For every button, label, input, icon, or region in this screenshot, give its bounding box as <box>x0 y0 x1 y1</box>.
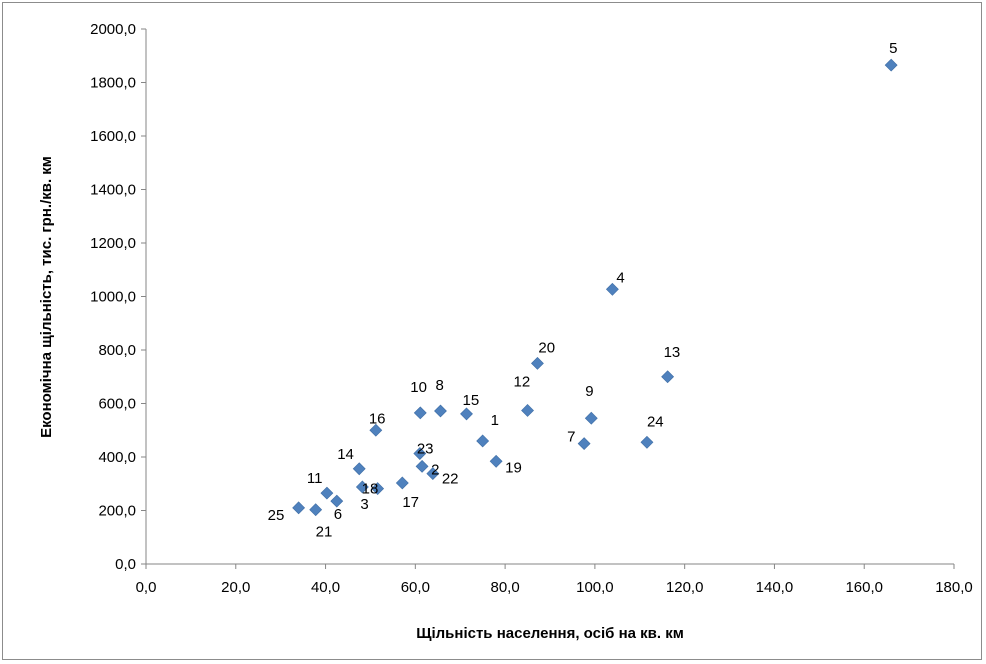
data-point-7 <box>577 437 591 451</box>
data-point-21 <box>309 503 323 517</box>
data-point-16 <box>369 423 383 437</box>
point-label-25: 25 <box>268 507 285 524</box>
data-point-20 <box>531 356 544 370</box>
x-tick-label: 0,0 <box>136 579 157 596</box>
data-point-2 <box>415 459 429 473</box>
axes <box>141 28 955 569</box>
x-tick-label: 20,0 <box>221 579 250 596</box>
data-point-4 <box>605 282 619 296</box>
y-tick-label: 2000,0 <box>90 21 136 38</box>
y-tick-label: 800,0 <box>98 342 136 359</box>
point-label-22: 22 <box>442 471 459 488</box>
data-point-17 <box>395 476 409 490</box>
point-label-23: 23 <box>417 441 434 458</box>
point-label-4: 4 <box>616 269 624 286</box>
data-point-14 <box>352 462 366 476</box>
data-point-8 <box>434 404 447 418</box>
point-label-13: 13 <box>664 344 681 361</box>
data-point-6 <box>330 494 344 508</box>
point-label-20: 20 <box>538 339 555 356</box>
y-tick-label: 1600,0 <box>90 128 136 145</box>
point-label-16: 16 <box>369 410 386 427</box>
y-tick-label: 1000,0 <box>90 289 136 306</box>
point-label-24: 24 <box>647 413 664 430</box>
data-point-12 <box>521 404 534 417</box>
x-tick-label: 180,0 <box>935 579 973 596</box>
point-label-14: 14 <box>337 446 354 463</box>
data-point-25 <box>292 501 306 515</box>
point-label-3: 3 <box>360 496 368 513</box>
x-tick-labels: 0,0 20,0 40,0 60,0 80,0 100,0 120,0 140,0 160,0 1… <box>136 579 973 596</box>
data-point-24 <box>640 435 654 449</box>
point-label-21: 21 <box>316 524 333 541</box>
point-label-7: 7 <box>567 429 575 446</box>
x-tick-label: 140,0 <box>756 579 794 596</box>
y-axis-title: Економічна щільність, тис. грн./кв. км <box>38 156 55 438</box>
x-tick-label: 120,0 <box>666 579 704 596</box>
data-point-5 <box>884 58 898 72</box>
x-tick-label: 100,0 <box>576 579 614 596</box>
x-tick-label: 160,0 <box>845 579 883 596</box>
y-tick-label: 600,0 <box>98 396 136 413</box>
point-label-11: 11 <box>307 470 323 487</box>
point-label-2: 2 <box>431 461 439 478</box>
data-point-10 <box>413 406 427 420</box>
point-label-8: 8 <box>435 377 443 394</box>
y-tick-label: 1400,0 <box>90 182 136 199</box>
data-point-1 <box>476 434 490 448</box>
point-label-5: 5 <box>889 40 897 57</box>
y-tick-label: 200,0 <box>98 503 136 520</box>
data-point-23 <box>413 447 427 460</box>
point-label-12: 12 <box>514 373 531 390</box>
data-points <box>292 58 898 517</box>
point-label-6: 6 <box>334 506 342 523</box>
y-tick-labels: 0,0 200,0 400,0 600,0 800,0 1000,0 1200,0 1400,… <box>90 21 136 573</box>
y-tick-label: 1200,0 <box>90 235 136 252</box>
data-point-3 <box>355 480 369 494</box>
y-tick-marks <box>141 28 146 565</box>
data-point-22 <box>426 467 440 481</box>
data-point-18 <box>371 482 385 495</box>
point-label-17: 17 <box>402 494 419 511</box>
x-tick-label: 60,0 <box>401 579 430 596</box>
data-point-9 <box>584 411 598 425</box>
point-label-15: 15 <box>463 392 480 409</box>
y-tick-label: 1800,0 <box>90 75 136 92</box>
x-tick-label: 80,0 <box>491 579 520 596</box>
point-label-19: 19 <box>505 459 522 476</box>
y-tick-label: 0,0 <box>115 556 136 573</box>
x-tick-marks <box>145 564 955 569</box>
data-point-15 <box>460 407 473 421</box>
data-point-19 <box>489 454 503 468</box>
point-label-10: 10 <box>410 379 427 396</box>
point-label-1: 1 <box>491 412 499 429</box>
x-axis-title: Щільність населення, осіб на кв. км <box>416 625 684 642</box>
point-label-9: 9 <box>585 383 593 400</box>
data-point-13 <box>661 370 675 384</box>
x-tick-label: 40,0 <box>311 579 340 596</box>
data-point-11 <box>320 486 334 500</box>
y-tick-label: 400,0 <box>98 449 136 466</box>
point-label-18: 18 <box>362 481 379 498</box>
